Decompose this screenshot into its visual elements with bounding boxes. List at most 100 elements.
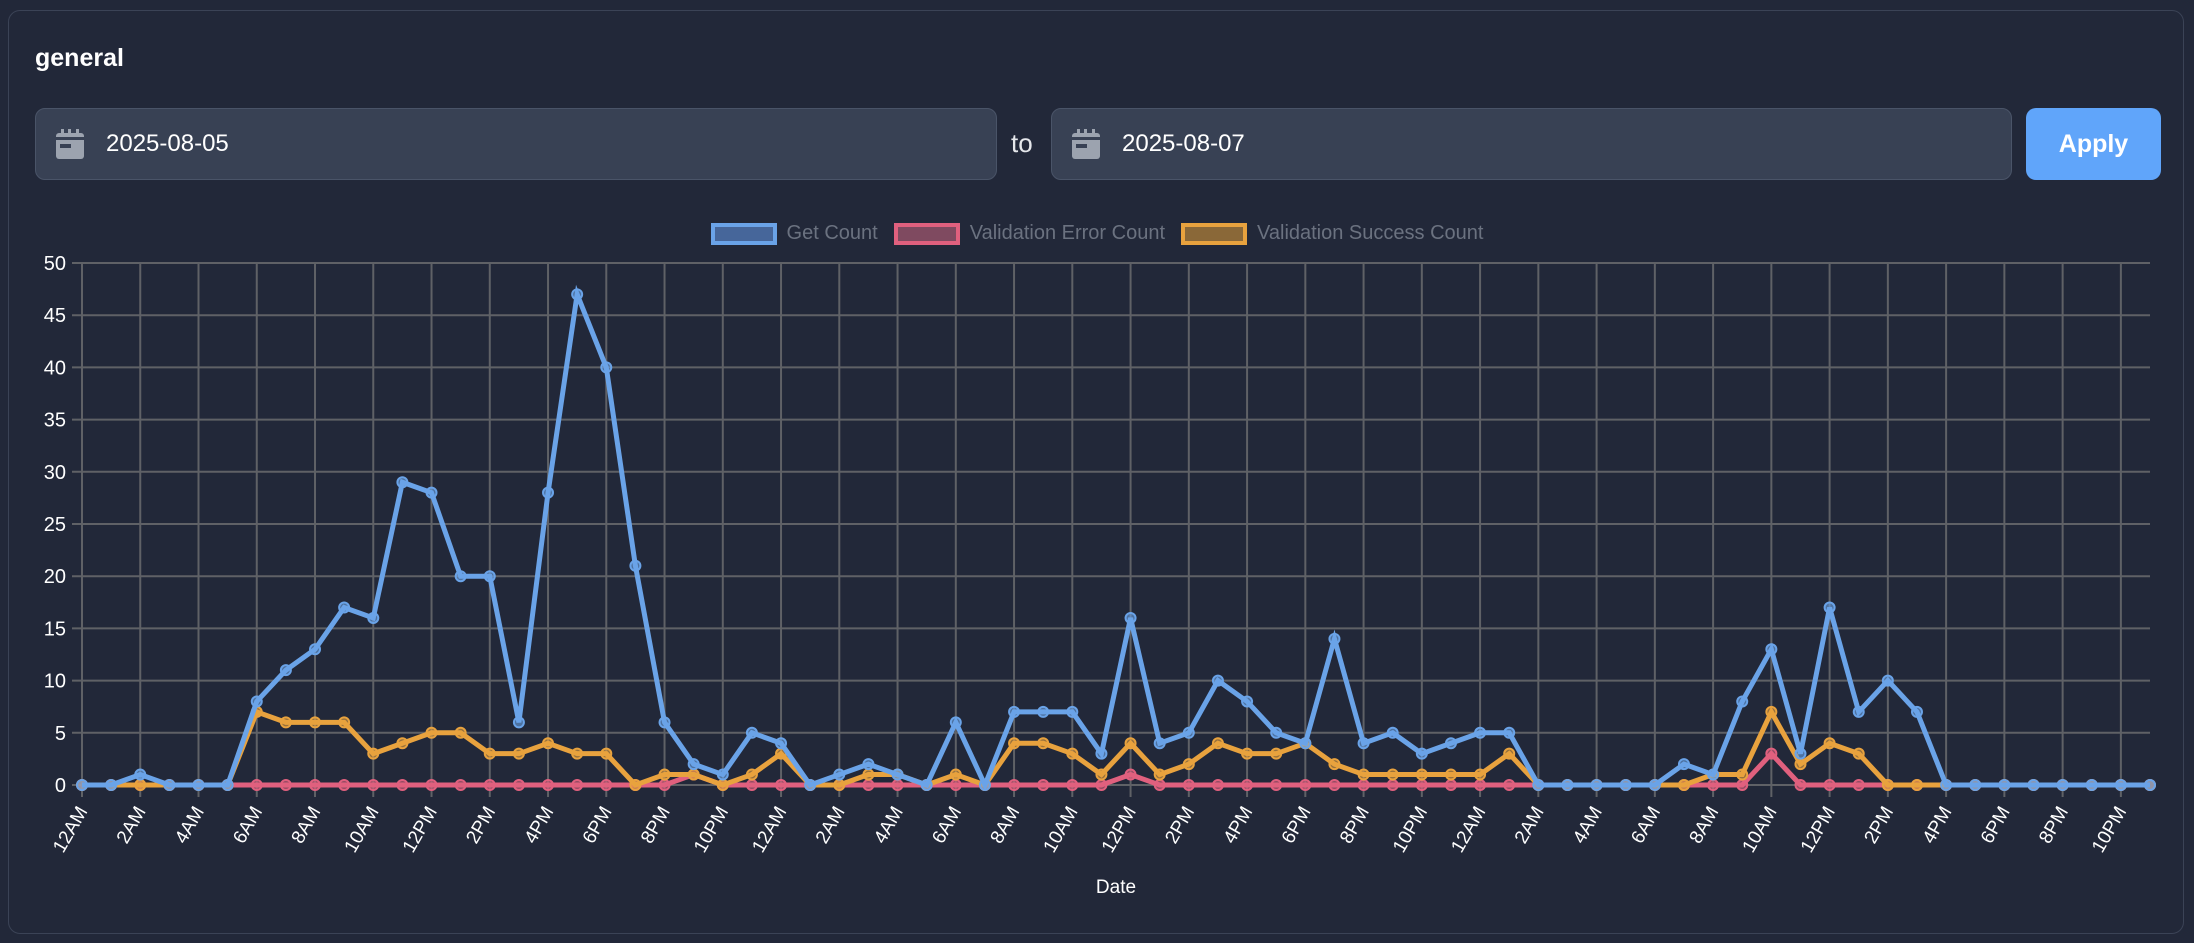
data-point (833, 768, 846, 781)
series-line-validation-success-count (82, 706, 2150, 788)
x-tick-label: 8PM (1336, 803, 1374, 847)
data-point (1357, 737, 1370, 750)
legend-item-get-count[interactable]: Get Count (710, 222, 878, 245)
x-tick-label: 2AM (113, 803, 151, 847)
data-point (1474, 768, 1487, 781)
data-point (1736, 779, 1749, 791)
legend-item-validation-error-count[interactable]: Validation Error Count (893, 222, 1166, 245)
data-point (1270, 779, 1283, 791)
chart-legend: Get Count Validation Error Count Validat… (0, 222, 2194, 245)
data-point (1299, 737, 1312, 750)
data-point (600, 747, 613, 760)
x-tick-label: 8PM (637, 803, 675, 847)
data-point (425, 779, 438, 791)
x-tick-label: 6PM (579, 803, 617, 847)
apply-button[interactable]: Apply (2026, 108, 2161, 180)
data-point (76, 779, 88, 791)
series-lines (76, 284, 2156, 792)
data-point (454, 570, 467, 583)
x-tick-label: 6PM (1278, 803, 1316, 847)
x-tick-label: 6PM (1977, 803, 2015, 847)
data-point (134, 768, 147, 781)
y-axis: 0 5 10 15 20 25 30 35 40 45 50 (44, 253, 66, 797)
data-point (1736, 695, 1749, 708)
data-point (163, 779, 176, 791)
data-point (1765, 705, 1778, 718)
data-point (2114, 779, 2127, 791)
data-point (1444, 768, 1457, 781)
data-point (1444, 737, 1457, 750)
x-tick-label: 12PM (1797, 803, 1840, 856)
data-point (1357, 779, 1370, 791)
x-tick-label: 6AM (928, 803, 966, 847)
data-point (1444, 779, 1457, 791)
data-point (1969, 779, 1982, 791)
data-point (1474, 779, 1487, 791)
x-tick-label: 4PM (1919, 803, 1957, 847)
end-date-value: 2025-08-07 (1122, 130, 1245, 157)
data-point (920, 779, 933, 791)
data-point (425, 486, 438, 499)
x-tick-label: 2PM (1161, 803, 1199, 847)
x-tick-label: 10AM (1739, 803, 1782, 856)
y-tick-label: 0 (55, 775, 66, 797)
data-point (250, 779, 263, 791)
data-point (1066, 747, 1079, 760)
data-point (1037, 779, 1050, 791)
data-point (1503, 747, 1516, 760)
legend-label: Validation Success Count (1257, 222, 1484, 244)
data-point (1677, 779, 1690, 791)
start-date-input[interactable]: 2025-08-05 (35, 108, 997, 180)
data-point (658, 768, 671, 781)
data-point (105, 779, 118, 791)
data-point (1881, 779, 1894, 791)
x-tick-label: 10PM (1389, 803, 1432, 856)
legend-swatch (710, 222, 777, 245)
data-point (687, 768, 700, 781)
data-point (192, 779, 205, 791)
data-point (1211, 674, 1224, 687)
legend-item-validation-success-count[interactable]: Validation Success Count (1181, 222, 1483, 245)
data-point (1066, 705, 1079, 718)
data-point (571, 779, 584, 791)
data-point (658, 716, 671, 729)
data-point (891, 779, 904, 791)
data-point (1299, 779, 1312, 791)
data-point (949, 768, 962, 781)
data-point (1998, 779, 2011, 791)
data-point (804, 779, 817, 791)
data-point (745, 779, 758, 791)
data-point (1736, 768, 1749, 781)
data-point (1910, 705, 1923, 718)
data-point (1095, 768, 1108, 781)
y-tick-label: 35 (44, 410, 66, 432)
data-point (1095, 747, 1108, 760)
data-point (1270, 747, 1283, 760)
x-tick-label: 6AM (229, 803, 267, 847)
data-point (1037, 737, 1050, 750)
data-point (1561, 779, 1574, 791)
data-point (1386, 726, 1399, 739)
x-tick-label: 10AM (341, 803, 384, 856)
data-point (1619, 779, 1632, 791)
x-axis: 12AM 2AM 4AM 6AM 8AM 10AM 12PM 2PM 4PM 6PM 8PM 10PM… (49, 803, 2131, 856)
x-tick-label: 4PM (1220, 803, 1258, 847)
x-tick-label: 4AM (1569, 803, 1607, 847)
page-title: general (35, 44, 124, 72)
data-point (1153, 737, 1166, 750)
x-tick-label: 2AM (812, 803, 850, 847)
data-point (1328, 632, 1341, 645)
data-point (571, 288, 584, 301)
data-point (2027, 779, 2040, 791)
date-separator: to (1011, 128, 1033, 158)
data-point (1823, 779, 1836, 791)
data-point (309, 716, 322, 729)
legend-label: Validation Error Count (969, 222, 1166, 244)
data-point (2085, 779, 2098, 791)
data-point (1241, 747, 1254, 760)
y-tick-label: 20 (44, 566, 66, 588)
end-date-input[interactable]: 2025-08-07 (1051, 108, 2012, 180)
x-tick-label: 2PM (462, 803, 500, 847)
data-point (1386, 768, 1399, 781)
